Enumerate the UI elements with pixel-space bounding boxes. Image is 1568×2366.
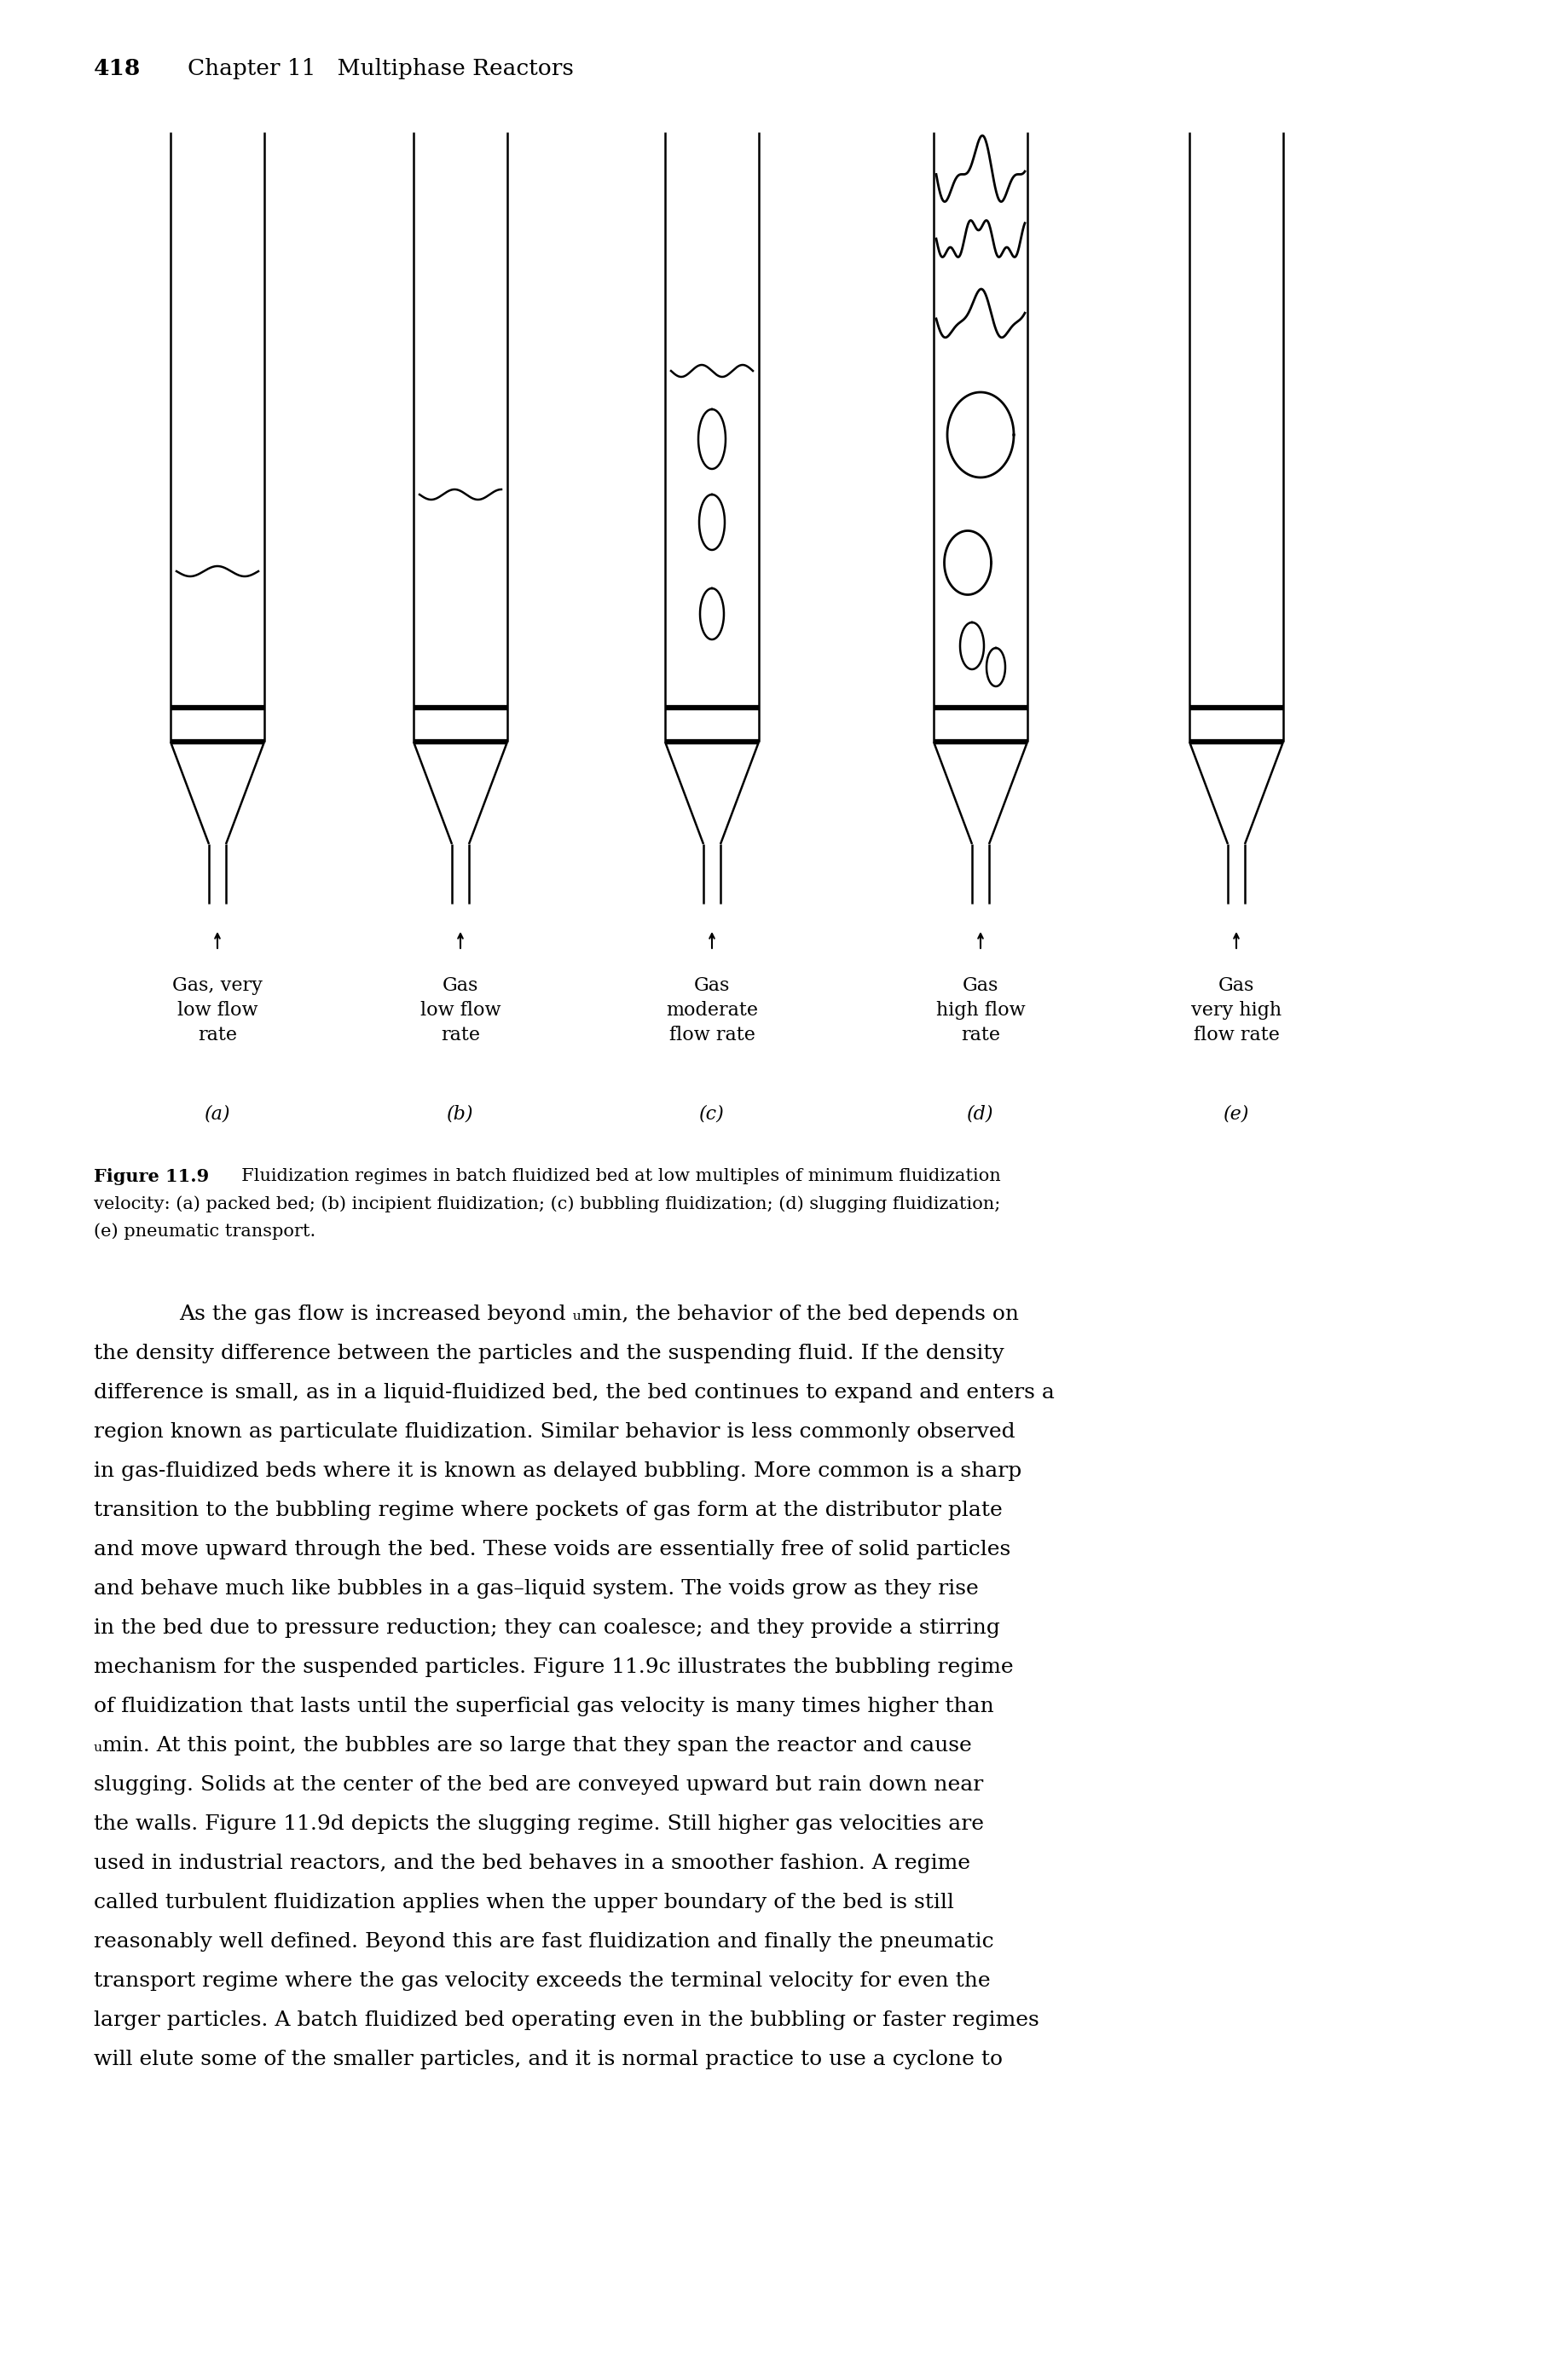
Text: will elute some of the smaller particles, and it is normal practice to use a cyc: will elute some of the smaller particles… (94, 2049, 1002, 2070)
Text: (a): (a) (204, 1105, 230, 1124)
Text: of fluidization that lasts until the superficial gas velocity is many times high: of fluidization that lasts until the sup… (94, 1696, 994, 1715)
Text: the walls. Figure 11.9d depicts the slugging regime. Still higher gas velocities: the walls. Figure 11.9d depicts the slug… (94, 1815, 983, 1834)
Text: in gas-fluidized beds where it is known as delayed bubbling. More common is a sh: in gas-fluidized beds where it is known … (94, 1462, 1021, 1481)
Text: in the bed due to pressure reduction; they can coalesce; and they provide a stir: in the bed due to pressure reduction; th… (94, 1618, 999, 1637)
Text: and move upward through the bed. These voids are essentially free of solid parti: and move upward through the bed. These v… (94, 1540, 1010, 1559)
Text: larger particles. A batch fluidized bed operating even in the bubbling or faster: larger particles. A batch fluidized bed … (94, 2011, 1038, 2030)
Text: transport regime where the gas velocity exceeds the terminal velocity for even t: transport regime where the gas velocity … (94, 1971, 989, 1990)
Text: velocity: (a) packed bed; (b) incipient fluidization; (c) bubbling fluidization;: velocity: (a) packed bed; (b) incipient … (94, 1195, 1000, 1211)
Text: Gas
high flow
rate: Gas high flow rate (936, 977, 1024, 1043)
Text: Fluidization regimes in batch fluidized bed at low multiples of minimum fluidiza: Fluidization regimes in batch fluidized … (230, 1169, 1000, 1185)
Text: (e): (e) (1223, 1105, 1248, 1124)
Text: Gas, very
low flow
rate: Gas, very low flow rate (172, 977, 262, 1043)
Text: and behave much like bubbles in a gas–liquid system. The voids grow as they rise: and behave much like bubbles in a gas–li… (94, 1578, 978, 1599)
Text: Gas
low flow
rate: Gas low flow rate (420, 977, 500, 1043)
Text: Figure 11.9: Figure 11.9 (94, 1169, 209, 1185)
Text: slugging. Solids at the center of the bed are conveyed upward but rain down near: slugging. Solids at the center of the be… (94, 1774, 983, 1796)
Text: Gas
very high
flow rate: Gas very high flow rate (1190, 977, 1281, 1043)
Text: transition to the bubbling regime where pockets of gas form at the distributor p: transition to the bubbling regime where … (94, 1500, 1002, 1521)
Text: Gas
moderate
flow rate: Gas moderate flow rate (665, 977, 757, 1043)
Text: ᵤmin. At this point, the bubbles are so large that they span the reactor and cau: ᵤmin. At this point, the bubbles are so … (94, 1737, 971, 1756)
Text: reasonably well defined. Beyond this are fast fluidization and finally the pneum: reasonably well defined. Beyond this are… (94, 1933, 993, 1952)
Text: As the gas flow is increased beyond ᵤmin, the behavior of the bed depends on: As the gas flow is increased beyond ᵤmin… (179, 1304, 1018, 1325)
Text: mechanism for the suspended particles. Figure 11.9c illustrates the bubbling reg: mechanism for the suspended particles. F… (94, 1659, 1013, 1677)
Text: (c): (c) (699, 1105, 724, 1124)
Text: Chapter 11   Multiphase Reactors: Chapter 11 Multiphase Reactors (188, 59, 574, 80)
Text: used in industrial reactors, and the bed behaves in a smoother fashion. A regime: used in industrial reactors, and the bed… (94, 1853, 969, 1874)
Text: (d): (d) (966, 1105, 994, 1124)
Text: difference is small, as in a liquid-fluidized bed, the bed continues to expand a: difference is small, as in a liquid-flui… (94, 1384, 1054, 1403)
Text: 418: 418 (94, 59, 141, 80)
Text: (e) pneumatic transport.: (e) pneumatic transport. (94, 1223, 315, 1240)
Text: the density difference between the particles and the suspending fluid. If the de: the density difference between the parti… (94, 1344, 1004, 1363)
Text: called turbulent fluidization applies when the upper boundary of the bed is stil: called turbulent fluidization applies wh… (94, 1893, 953, 1912)
Text: region known as particulate fluidization. Similar behavior is less commonly obse: region known as particulate fluidization… (94, 1422, 1014, 1441)
Text: (b): (b) (447, 1105, 474, 1124)
